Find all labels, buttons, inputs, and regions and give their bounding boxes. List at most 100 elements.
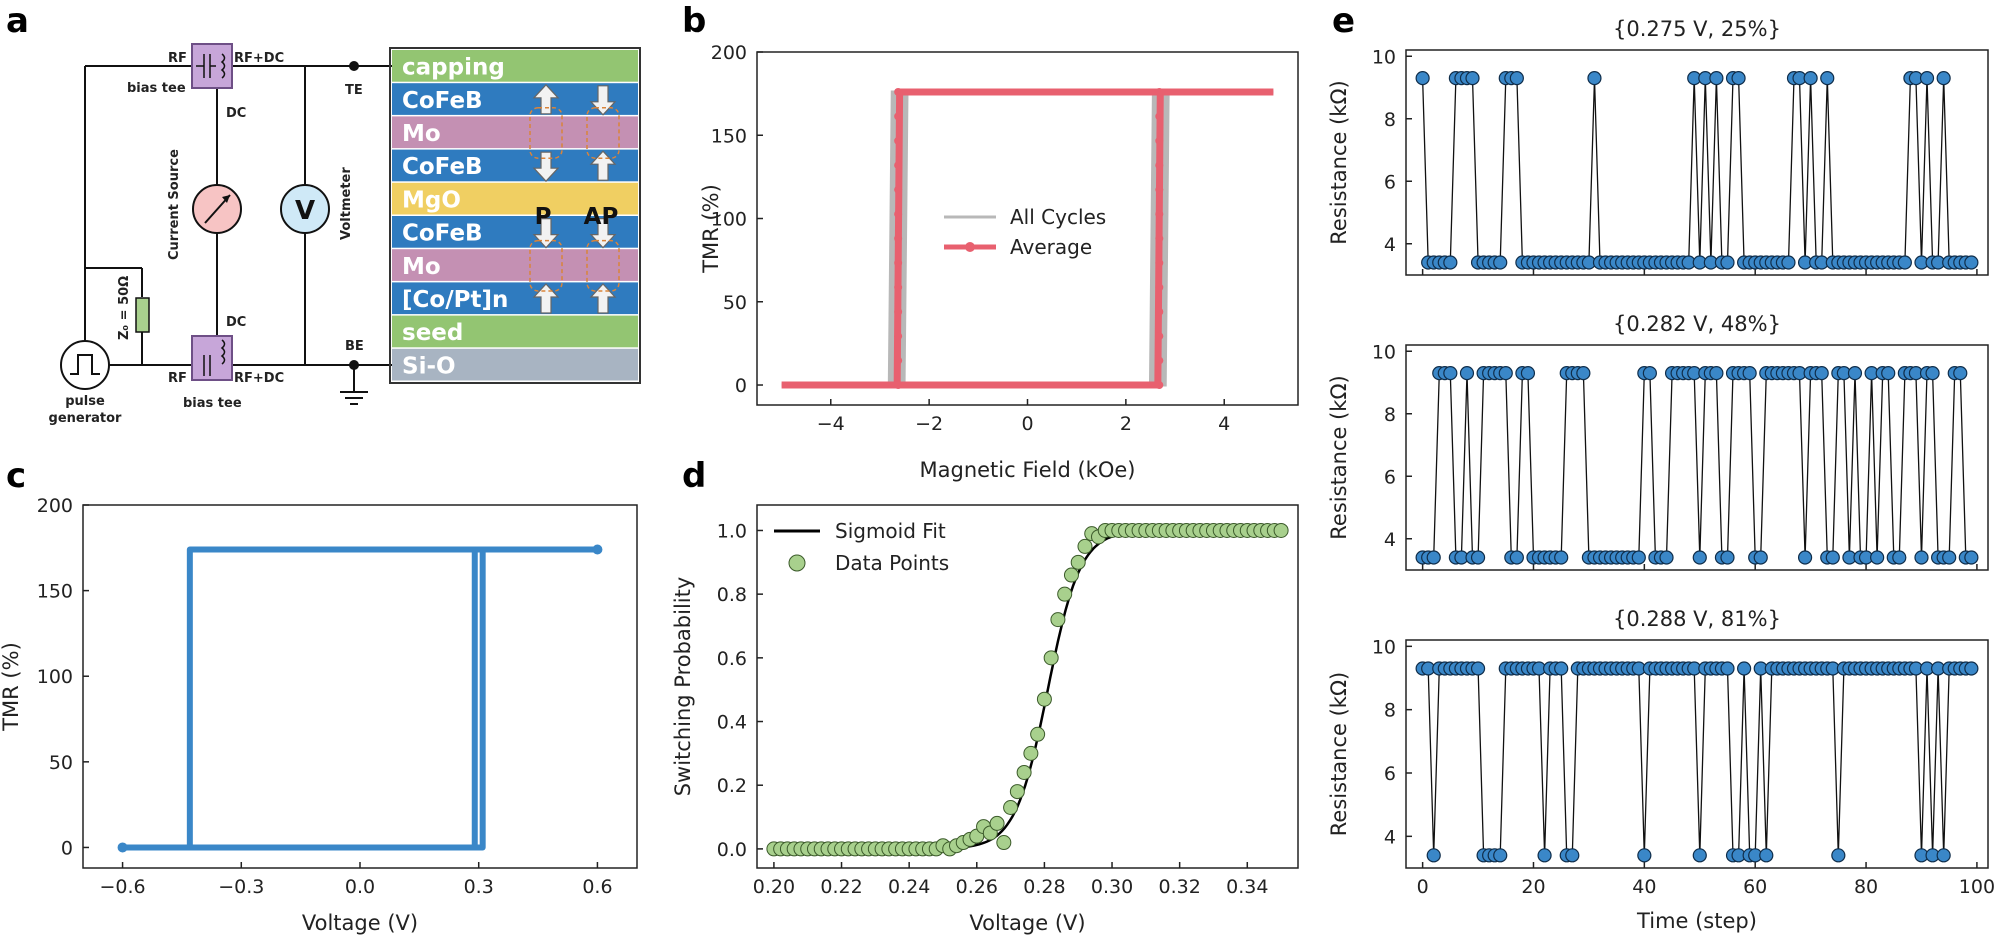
data-point: [1050, 612, 1066, 628]
chart-title: {0.275 V, 25%}: [1613, 17, 1781, 41]
y-tick-label: 150: [37, 581, 73, 603]
average-point: [894, 234, 903, 243]
legend-sigmoid-label: Sigmoid Fit: [835, 519, 946, 543]
resistance-data-point: [1692, 550, 1707, 565]
average-point: [1155, 210, 1164, 219]
pulse-generator-label-2: generator: [49, 411, 123, 426]
panel-label-d: d: [682, 456, 706, 496]
rf-label-top: RF: [168, 51, 187, 66]
resistance-data-point: [1720, 661, 1735, 676]
y-tick-label: 0.0: [717, 839, 747, 861]
average-point: [894, 161, 903, 170]
data-point: [989, 815, 1005, 831]
x-tick-label: 0: [1021, 413, 1033, 435]
resistance-data-point: [1820, 71, 1835, 86]
resistance-data-point: [1742, 366, 1757, 381]
x-tick-label: 0.34: [1226, 876, 1268, 898]
stack-layer: [392, 315, 638, 348]
stack-layer-label: [Co/Pt]n: [402, 287, 508, 313]
chart-e3-resistance-trace: 0 20 40 60 80 100 4 6 8 10 Time (step) Resistance (…: [1327, 607, 1995, 933]
rf-label-bottom: RF: [168, 371, 187, 386]
x-tick-label: 0.26: [956, 876, 998, 898]
data-point: [1009, 784, 1025, 800]
legend-data-points-label: Data Points: [835, 551, 949, 575]
bias-tee-label-top: bias tee: [127, 81, 186, 96]
x-tick-label: 0.24: [888, 876, 930, 898]
resistance-data-point: [1642, 366, 1657, 381]
resistance-data-point: [1509, 550, 1524, 565]
data-point: [1030, 726, 1046, 742]
stack-layer: [392, 249, 638, 281]
resistance-data-point: [1587, 71, 1602, 86]
y-tick-label: 50: [723, 292, 747, 314]
bias-tee-top-symbol: [196, 53, 226, 79]
legend-average-marker: [965, 242, 975, 252]
stack-layer-label: MgO: [402, 187, 461, 213]
y-tick-label: 10: [1372, 636, 1396, 658]
x-tick-label: 20: [1521, 876, 1545, 898]
resistance-data-point: [1465, 71, 1480, 86]
panel-label-a: a: [6, 1, 29, 41]
legend-average-label: Average: [1010, 235, 1092, 259]
x-tick-label: 0.20: [753, 876, 795, 898]
resistance-data-point: [1443, 255, 1458, 270]
average-point: [1155, 161, 1164, 170]
stack-layer-label: Mo: [402, 254, 441, 280]
resistance-data-point: [1554, 661, 1569, 676]
x-tick-label: 60: [1743, 876, 1767, 898]
stack-layer-label: CoFeB: [402, 221, 483, 247]
average-point: [1155, 332, 1164, 341]
data-point: [1003, 800, 1019, 815]
resistance-data-point: [1576, 366, 1591, 381]
resistance-data-point: [1443, 366, 1458, 381]
tmr-loop-endpoint: [592, 544, 603, 555]
plot-frame: [756, 504, 1299, 869]
average-point: [1155, 234, 1164, 243]
current-source-label: Current Source: [167, 149, 182, 260]
average-point: [894, 136, 903, 145]
resistance-data-point: [1720, 550, 1735, 565]
coupling-bracket: [586, 239, 620, 292]
y-tick-label: 1.0: [717, 520, 747, 542]
resistance-trace-line: [1422, 667, 1972, 856]
x-tick-label: 0.6: [582, 876, 612, 898]
tmr-loop-endpoint: [117, 842, 128, 853]
resistance-data-point: [1709, 366, 1724, 381]
bias-tee-bottom: [191, 335, 233, 381]
panel-label-e: e: [1332, 1, 1355, 41]
resistance-data-point: [1936, 848, 1951, 863]
x-axis-label: Voltage (V): [969, 911, 1085, 935]
y-tick-label: 8: [1384, 700, 1396, 722]
x-tick-label: 0.30: [1091, 876, 1133, 898]
y-tick-label: 0.2: [717, 775, 747, 797]
y-tick-label: 10: [1372, 341, 1396, 363]
resistance-data-point: [1814, 366, 1829, 381]
stack-layer-label: CoFeB: [402, 88, 483, 114]
x-tick-label: 4: [1218, 413, 1230, 435]
x-axis-label: Magnetic Field (kOe): [920, 458, 1136, 482]
y-tick-label: 0.6: [717, 648, 747, 670]
panel-label-c: c: [6, 456, 26, 496]
x-tick-label: 40: [1632, 876, 1656, 898]
data-point: [1070, 554, 1086, 570]
resistance-data-point: [1797, 550, 1813, 565]
stack-layer-label: Mo: [402, 121, 441, 147]
resistance-data-point: [1470, 661, 1486, 676]
circuit-schematic: RF RF+DC DC bias tee DC RF RF+DC bias te…: [49, 43, 641, 426]
coupling-bracket: [586, 107, 620, 159]
y-axis-label: TMR (%): [699, 184, 723, 274]
resistance-data-point: [1936, 71, 1951, 86]
stack-layer: [392, 182, 638, 215]
te-label: TE: [345, 83, 363, 98]
resistance-data-point: [1831, 848, 1846, 863]
resistance-data-point: [1520, 366, 1536, 381]
average-point: [894, 185, 903, 194]
resistance-data-point: [1964, 255, 1979, 270]
average-point: [894, 307, 903, 316]
rf-dc-label-top: RF+DC: [234, 51, 284, 66]
x-tick-label: −0.3: [218, 876, 264, 898]
average-point: [1155, 283, 1164, 292]
average-point: [1155, 185, 1164, 194]
magnetization-down-arrow-icon: [532, 151, 560, 183]
data-point: [1273, 522, 1289, 538]
